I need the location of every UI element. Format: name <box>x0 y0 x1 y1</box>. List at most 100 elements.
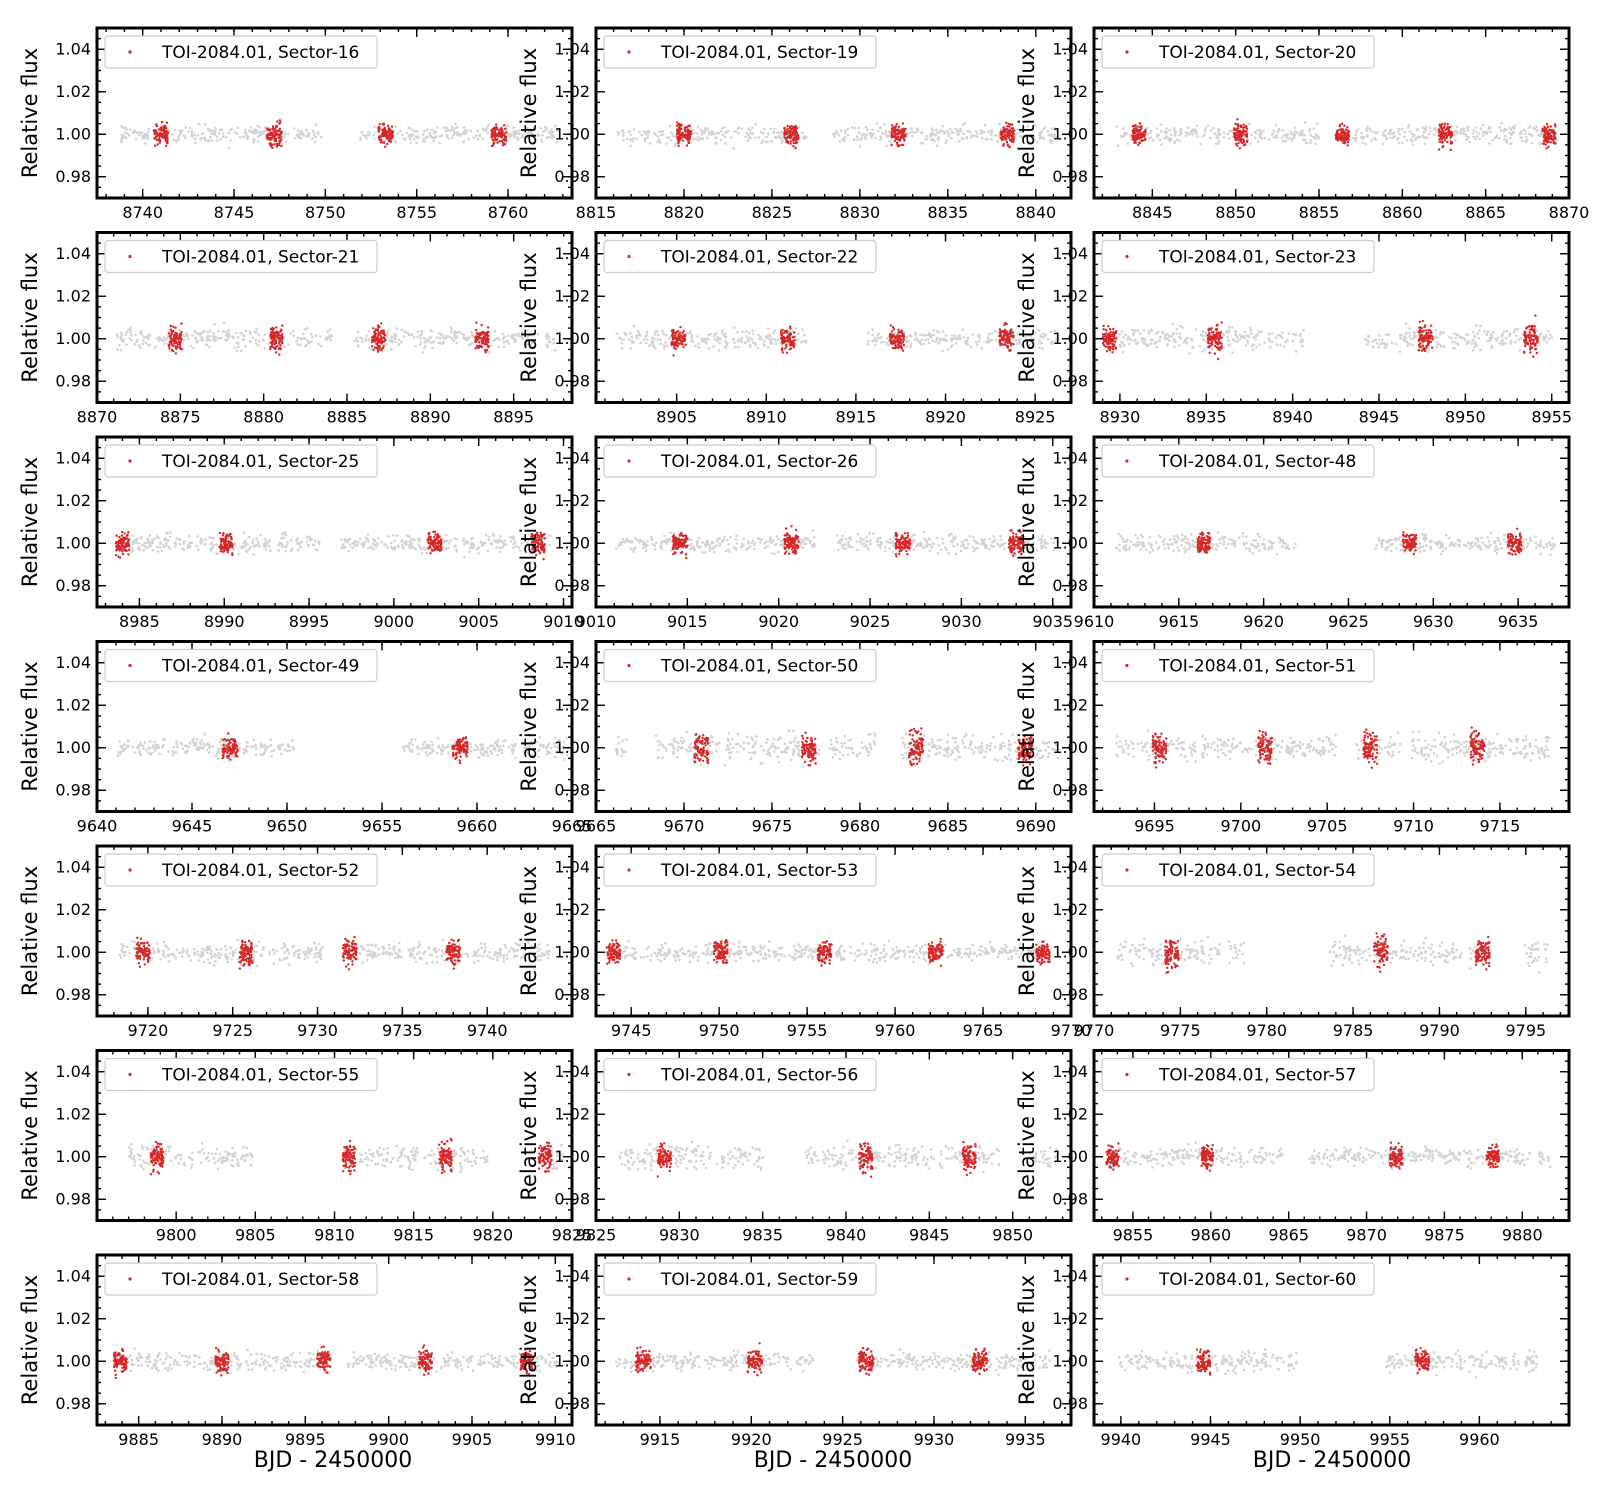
baseline-point <box>717 349 721 352</box>
baseline-point <box>282 135 286 139</box>
baseline-point <box>635 137 638 141</box>
transit-point <box>788 129 792 133</box>
baseline-point <box>919 333 922 336</box>
transit-point <box>153 132 157 135</box>
baseline-point <box>1018 342 1021 345</box>
transit-point <box>177 340 180 344</box>
baseline-point <box>846 133 850 137</box>
transit-point <box>1004 138 1007 141</box>
transit-point <box>383 334 387 337</box>
baseline-point <box>1304 121 1307 124</box>
transit-point <box>893 126 897 129</box>
baseline-point <box>1159 123 1163 126</box>
baseline-point <box>934 133 937 137</box>
baseline-point <box>1454 336 1458 340</box>
transit-point <box>277 136 280 139</box>
baseline-point <box>263 346 266 350</box>
baseline-point <box>958 336 962 340</box>
baseline-point <box>713 332 717 336</box>
baseline-point <box>1472 129 1475 132</box>
transit-point <box>1554 137 1557 140</box>
transit-point <box>281 335 284 339</box>
transit-point <box>496 141 499 144</box>
transit-point <box>897 125 900 128</box>
baseline-point <box>434 135 438 138</box>
baseline-point <box>486 126 489 130</box>
baseline-point <box>1149 136 1153 139</box>
transit-point <box>272 346 275 349</box>
baseline-point <box>302 332 305 336</box>
baseline-point <box>149 334 152 337</box>
legend-marker <box>627 50 631 54</box>
data-points <box>616 121 1059 150</box>
transit-point <box>1337 135 1340 139</box>
baseline-point <box>871 128 874 131</box>
baseline-point <box>214 339 217 342</box>
transit-point <box>1242 139 1246 142</box>
baseline-point <box>911 134 914 138</box>
baseline-point <box>1019 332 1022 336</box>
baseline-point <box>1190 337 1193 341</box>
baseline-point <box>864 137 867 141</box>
transit-point <box>680 123 683 127</box>
baseline-point <box>642 130 646 133</box>
transit-point <box>377 348 381 351</box>
baseline-point <box>966 129 970 133</box>
transit-point <box>170 337 173 341</box>
baseline-point <box>235 349 239 353</box>
transit-point <box>371 336 374 339</box>
baseline-point <box>875 121 879 125</box>
baseline-point <box>632 137 635 140</box>
transit-point <box>788 332 791 335</box>
baseline-point <box>1149 342 1153 345</box>
baseline-point <box>1026 338 1030 342</box>
baseline-point <box>1203 133 1206 136</box>
baseline-point <box>1051 135 1054 138</box>
baseline-point <box>1513 127 1516 130</box>
transit-point <box>175 347 178 350</box>
baseline-point <box>353 339 356 343</box>
transit-point <box>174 332 178 335</box>
transit-point <box>500 140 503 143</box>
transit-point <box>498 133 501 137</box>
transit-point <box>1338 133 1341 136</box>
y-axis-label: Relative flux <box>1015 48 1039 178</box>
baseline-point <box>746 139 749 143</box>
transit-point <box>153 144 157 147</box>
transit-point <box>780 340 784 343</box>
baseline-point <box>950 137 953 140</box>
transit-point <box>154 135 158 139</box>
baseline-point <box>984 340 988 344</box>
baseline-point <box>1309 141 1313 145</box>
baseline-point <box>1397 130 1400 133</box>
baseline-point <box>748 336 752 340</box>
baseline-point <box>720 127 724 130</box>
baseline-point <box>651 341 654 345</box>
baseline-point <box>399 129 402 133</box>
baseline-point <box>1538 141 1541 144</box>
baseline-point <box>1166 337 1169 340</box>
baseline-point <box>512 129 516 133</box>
baseline-point <box>884 131 887 135</box>
baseline-point <box>802 137 806 140</box>
transit-point <box>154 130 157 134</box>
transit-point <box>1346 132 1350 135</box>
transit-point <box>783 131 786 134</box>
baseline-point <box>1051 342 1054 346</box>
baseline-point <box>1263 136 1267 140</box>
baseline-point <box>527 342 530 345</box>
panel-grid: 8740 8745 8750 8755 87600.981.001.021.04Rela… <box>18 26 1589 1449</box>
baseline-point <box>206 334 210 338</box>
baseline-point <box>774 339 777 342</box>
baseline-point <box>938 339 942 342</box>
transit-point <box>275 351 278 354</box>
baseline-point <box>690 337 694 340</box>
baseline-point <box>1116 144 1120 147</box>
transit-point <box>497 128 500 132</box>
data-points <box>119 119 559 150</box>
baseline-point <box>128 128 132 131</box>
baseline-point <box>174 139 178 142</box>
baseline-point <box>904 337 908 340</box>
transit-point <box>680 335 683 338</box>
